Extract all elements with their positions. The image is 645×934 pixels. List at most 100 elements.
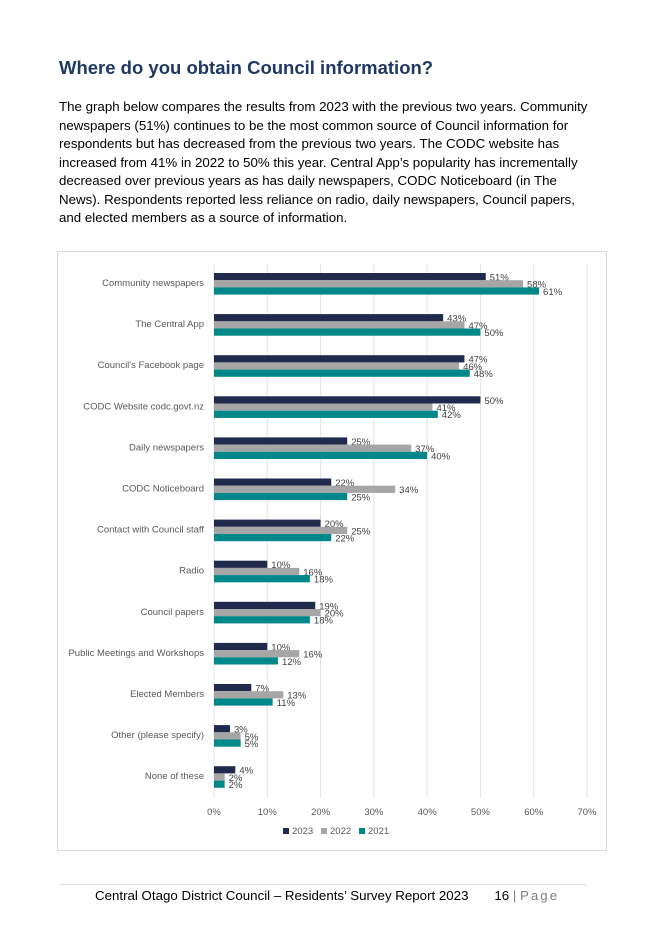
- bar-2023: [214, 437, 348, 445]
- data-label: 11%: [277, 698, 296, 709]
- category-label: CODC Website codc.govt.nz: [83, 401, 204, 412]
- data-label: 16%: [303, 650, 323, 661]
- bar-2023: [214, 396, 481, 404]
- data-label: 25%: [351, 437, 371, 448]
- data-label: 25%: [351, 526, 371, 537]
- footer-report-title: Central Otago District Council – Residen…: [95, 888, 469, 903]
- legend-swatch-2023: [283, 828, 289, 834]
- intro-paragraph: The graph below compares the results fro…: [59, 99, 588, 225]
- data-label: 20%: [325, 519, 345, 530]
- x-tick-label: 70%: [577, 807, 597, 818]
- footer-divider: [59, 884, 587, 885]
- bar-2021: [214, 616, 310, 624]
- data-label: 22%: [335, 534, 355, 545]
- data-label: 12%: [282, 657, 302, 668]
- x-tick-label: 20%: [311, 807, 331, 818]
- bar-2022: [214, 280, 524, 288]
- data-label: 58%: [527, 280, 547, 291]
- bar-2022: [214, 362, 460, 370]
- category-label: Contact with Council staff: [97, 525, 204, 536]
- bar-2023: [214, 601, 316, 609]
- legend-label: 2023: [292, 826, 313, 837]
- page-heading: Where do you obtain Council information?: [59, 57, 434, 78]
- bar-2021: [214, 739, 241, 747]
- category-label: Other (please specify): [111, 730, 204, 741]
- data-label: 50%: [484, 328, 504, 339]
- category-label: Public Meetings and Workshops: [68, 648, 204, 659]
- category-label: Community newspapers: [102, 278, 204, 289]
- bar-2023: [214, 725, 230, 733]
- bar-2023: [214, 478, 332, 486]
- bar-2022: [214, 732, 241, 740]
- category-label: Elected Members: [130, 689, 204, 700]
- bar-chart: 0% 10% 20% 30% 40% 50% 60% 70% Community newspap…: [68, 264, 597, 837]
- category-label: Council's Facebook page: [98, 360, 204, 371]
- footer-page-number: 16: [494, 888, 510, 903]
- data-label: 10%: [271, 560, 291, 571]
- data-label: 18%: [314, 575, 334, 586]
- bar-2022: [214, 773, 225, 781]
- bar-2023: [214, 519, 321, 527]
- category-label: Radio: [179, 566, 204, 577]
- data-label: 16%: [303, 567, 323, 578]
- bar-2022: [214, 650, 300, 658]
- data-label: 10%: [271, 642, 291, 653]
- category-label: The Central App: [135, 319, 204, 330]
- bar-2021: [214, 575, 310, 583]
- bar-2021: [214, 698, 273, 706]
- x-tick-label: 50%: [471, 807, 491, 818]
- x-tick-label: 10%: [258, 807, 278, 818]
- bar-2021: [214, 534, 332, 542]
- data-label: 47%: [468, 355, 488, 366]
- data-label: 48%: [474, 369, 494, 380]
- bar-2021: [214, 369, 470, 377]
- x-tick-label: 40%: [418, 807, 438, 818]
- data-label: 5%: [245, 739, 259, 750]
- bar-2023: [214, 642, 268, 651]
- footer-page-word: Page: [520, 888, 560, 903]
- x-tick-label: 0%: [207, 807, 221, 818]
- chart-container: 0% 10% 20% 30% 40% 50% 60% 70% Community newspap…: [57, 251, 607, 851]
- legend-label: 2021: [368, 826, 389, 837]
- data-label: 22%: [335, 478, 355, 489]
- bar-2023: [214, 560, 268, 568]
- bar-2022: [214, 691, 284, 699]
- data-label: 18%: [314, 616, 334, 627]
- data-label: 5%: [245, 732, 259, 743]
- data-label: 19%: [319, 601, 339, 612]
- data-label: 20%: [325, 609, 345, 620]
- bar-2021: [214, 780, 225, 788]
- data-label: 3%: [234, 725, 248, 736]
- data-label: 2%: [229, 780, 243, 791]
- bar-2021: [214, 492, 348, 501]
- data-label: 42%: [442, 410, 462, 421]
- x-tick-label: 30%: [364, 807, 384, 818]
- bar-2022: [214, 526, 348, 534]
- category-label: Daily newspapers: [129, 442, 204, 453]
- page-footer: Central Otago District Council – Residen…: [95, 888, 559, 903]
- bar-2021: [214, 328, 481, 336]
- bar-2023: [214, 273, 486, 281]
- bar-2022: [214, 609, 321, 617]
- data-label: 50%: [484, 396, 504, 407]
- data-label: 61%: [543, 287, 563, 298]
- bar-2021: [214, 657, 278, 665]
- bar-2021: [214, 410, 438, 418]
- data-label: 7%: [255, 684, 269, 695]
- data-label: 46%: [463, 362, 483, 373]
- bar-2022: [214, 444, 412, 452]
- legend-swatch-2022: [321, 828, 327, 834]
- legend-label: 2022: [330, 826, 351, 837]
- data-label: 40%: [431, 451, 451, 462]
- bar-2023: [214, 355, 465, 363]
- legend-swatch-2021: [359, 828, 365, 834]
- bar-2022: [214, 321, 465, 329]
- bar-2021: [214, 451, 428, 459]
- data-label: 2%: [229, 773, 243, 784]
- data-label: 4%: [239, 766, 253, 777]
- footer-separator: |: [512, 888, 517, 903]
- bar-2022: [214, 485, 396, 493]
- data-label: 34%: [399, 485, 419, 496]
- data-label: 13%: [287, 691, 307, 702]
- data-label: 51%: [490, 273, 510, 284]
